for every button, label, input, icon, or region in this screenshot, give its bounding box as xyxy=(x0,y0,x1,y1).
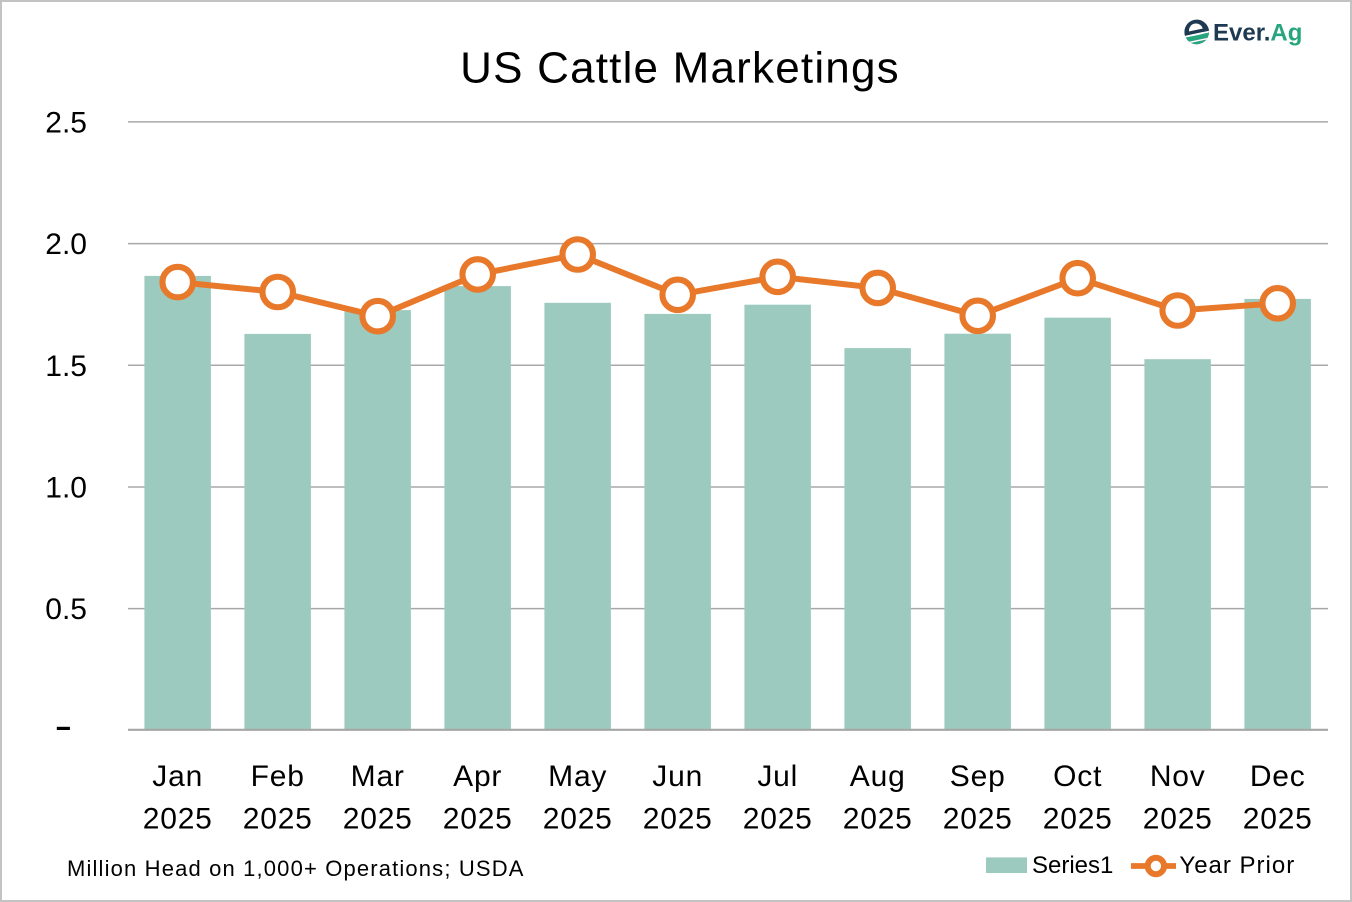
svg-text:Aug: Aug xyxy=(850,760,906,793)
svg-text:2025: 2025 xyxy=(643,802,713,835)
svg-text:Mar: Mar xyxy=(351,760,405,793)
svg-text:0.5: 0.5 xyxy=(45,593,87,626)
svg-text:2025: 2025 xyxy=(743,802,813,835)
svg-text:Jun: Jun xyxy=(652,760,703,793)
svg-text:Dec: Dec xyxy=(1250,760,1306,793)
svg-text:2025: 2025 xyxy=(1043,802,1113,835)
svg-text:2025: 2025 xyxy=(143,802,213,835)
svg-text:2025: 2025 xyxy=(843,802,913,835)
svg-text:Year Prior: Year Prior xyxy=(1179,852,1295,879)
svg-text:Apr: Apr xyxy=(453,760,502,793)
svg-text:1.5: 1.5 xyxy=(45,350,87,383)
svg-text:US Cattle Marketings: US Cattle Marketings xyxy=(460,44,900,93)
svg-text:2025: 2025 xyxy=(243,802,313,835)
svg-text:Jan: Jan xyxy=(152,760,203,793)
svg-text:2025: 2025 xyxy=(343,802,413,835)
svg-text:2.5: 2.5 xyxy=(45,106,87,139)
svg-text:2025: 2025 xyxy=(943,802,1013,835)
svg-text:Feb: Feb xyxy=(251,760,305,793)
svg-text:Series1: Series1 xyxy=(1032,852,1113,879)
svg-text:2.0: 2.0 xyxy=(45,228,87,261)
svg-text:2025: 2025 xyxy=(443,802,513,835)
svg-text:2025: 2025 xyxy=(1243,802,1313,835)
svg-text:Jul: Jul xyxy=(757,760,798,793)
svg-text:Oct: Oct xyxy=(1053,760,1102,793)
svg-text:May: May xyxy=(548,760,607,793)
svg-text:Million Head on 1,000+ Operati: Million Head on 1,000+ Operations; USDA xyxy=(67,856,525,881)
svg-text:2025: 2025 xyxy=(543,802,613,835)
svg-text:2025: 2025 xyxy=(1143,802,1213,835)
svg-text:1.0: 1.0 xyxy=(45,472,87,505)
svg-text:Ever.Ag: Ever.Ag xyxy=(1213,19,1302,46)
svg-text:Sep: Sep xyxy=(950,760,1006,793)
svg-text:Nov: Nov xyxy=(1150,760,1206,793)
